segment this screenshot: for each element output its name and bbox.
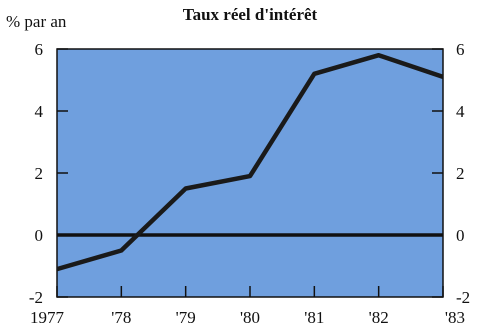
y-tick-label-left: 2 [35,164,44,183]
y-tick-label-left: 0 [35,226,44,245]
x-tick-label: '79 [176,308,196,327]
chart-title: Taux réel d'intérêt [183,5,318,24]
x-tick-label: 1977 [30,308,65,327]
x-tick-label: '81 [304,308,324,327]
x-tick-label: '82 [369,308,389,327]
y-axis-label: % par an [6,12,67,31]
y-tick-label-right: 6 [456,40,465,59]
y-tick-label-left: -2 [29,288,43,307]
y-tick-label-right: 2 [456,164,465,183]
x-tick-label: '80 [240,308,260,327]
y-tick-label-left: 4 [35,102,44,121]
labels-layer: -2 -2 0 0 2 2 4 4 6 6 1977 '78 '79 '80 '81 '82 '83 [29,40,470,327]
y-tick-label-right: 0 [456,226,465,245]
x-tick-label: '78 [111,308,131,327]
y-tick-label-left: 6 [35,40,44,59]
ticks-layer [56,48,444,298]
x-tick-label: '83 [445,308,465,327]
y-tick-label-right: 4 [456,102,465,121]
y-tick-label-right: -2 [456,288,470,307]
